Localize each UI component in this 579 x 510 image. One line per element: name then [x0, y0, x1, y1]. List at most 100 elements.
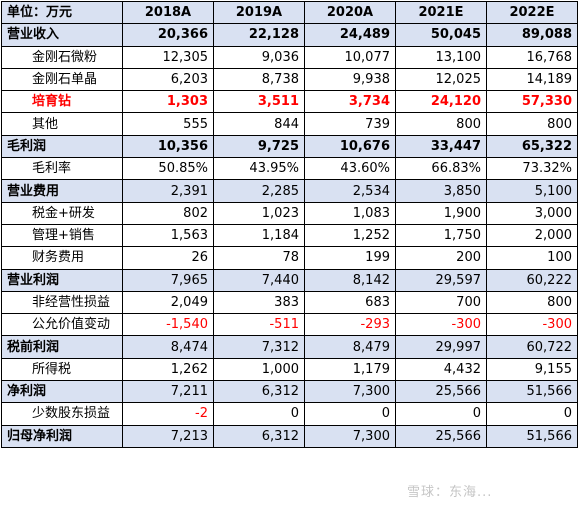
cell-value: 1,184	[213, 223, 305, 248]
table-row: 公允价值变动 -1,540 -511 -293 -300 -300	[1, 313, 578, 337]
header-row: 单位：万元 2018A 2019A 2020A 2021E 2022E	[1, 0, 578, 25]
cell-value: 78	[213, 246, 305, 270]
cell-value: 6,312	[213, 424, 305, 448]
table-row: 净利润 7,211 6,312 7,300 25,566 51,566	[1, 380, 578, 404]
row-label: 公允价值变动	[1, 313, 123, 337]
cell-value: 700	[395, 290, 487, 315]
cell-value: 3,734	[304, 90, 396, 114]
cell-value: 383	[213, 290, 305, 315]
cell-value: 2,534	[304, 179, 396, 203]
cell-value: 60,722	[486, 335, 578, 359]
cell-value: 33,447	[395, 134, 487, 159]
cell-value: 1,262	[122, 357, 214, 382]
year-header: 2020A	[304, 0, 396, 25]
cell-value: 12,025	[395, 67, 487, 92]
cell-value: 4,432	[395, 357, 487, 382]
row-label: 培育钻	[1, 90, 123, 114]
table-row: 归母净利润 7,213 6,312 7,300 25,566 51,566	[1, 424, 578, 448]
year-header: 2022E	[486, 0, 578, 25]
cell-value: 2,391	[122, 179, 214, 203]
cell-value: 100	[486, 246, 578, 270]
cell-value: 0	[486, 402, 578, 426]
cell-value: 73.32%	[486, 157, 578, 181]
cell-value: 16,768	[486, 45, 578, 69]
cell-value: 60,222	[486, 268, 578, 292]
cell-value: 8,142	[304, 268, 396, 292]
cell-value: 43.95%	[213, 157, 305, 181]
cell-value: 10,356	[122, 134, 214, 159]
cell-value: -300	[486, 313, 578, 337]
cell-value: 3,850	[395, 179, 487, 203]
cell-value: 7,440	[213, 268, 305, 292]
cell-value: 9,938	[304, 67, 396, 92]
cell-value: 7,300	[304, 380, 396, 404]
cell-value: 6,203	[122, 67, 214, 92]
row-label: 少数股东损益	[1, 402, 123, 426]
table-row: 管理+销售 1,563 1,184 1,252 1,750 2,000	[1, 223, 578, 248]
year-header: 2018A	[122, 0, 214, 25]
cell-value: 1,179	[304, 357, 396, 382]
unit-label: 单位：万元	[1, 0, 123, 25]
table-row: 财务费用 26 78 199 200 100	[1, 246, 578, 270]
cell-value: 2,000	[486, 223, 578, 248]
cell-value: 2,285	[213, 179, 305, 203]
table-row: 毛利率 50.85% 43.95% 43.60% 66.83% 73.32%	[1, 157, 578, 181]
row-label: 毛利润	[1, 134, 123, 159]
cell-value: 683	[304, 290, 396, 315]
cell-value: 12,305	[122, 45, 214, 69]
cell-value: 3,000	[486, 201, 578, 225]
cell-value: 51,566	[486, 424, 578, 448]
cell-value: 199	[304, 246, 396, 270]
cell-value: 66.83%	[395, 157, 487, 181]
row-label: 归母净利润	[1, 424, 123, 448]
cell-value: 1,900	[395, 201, 487, 225]
row-label: 金刚石微粉	[1, 45, 123, 69]
cell-value: 9,036	[213, 45, 305, 69]
cell-value: 802	[122, 201, 214, 225]
cell-value: 50.85%	[122, 157, 214, 181]
cell-value: 65,322	[486, 134, 578, 159]
cell-value: 7,312	[213, 335, 305, 359]
cell-value: 10,077	[304, 45, 396, 69]
cell-value: 22,128	[213, 23, 305, 47]
row-label: 所得税	[1, 357, 123, 382]
row-label: 财务费用	[1, 246, 123, 270]
row-label: 净利润	[1, 380, 123, 404]
cell-value: 14,189	[486, 67, 578, 92]
cell-value: 26	[122, 246, 214, 270]
row-label: 营业利润	[1, 268, 123, 292]
table-row: 税金+研发 802 1,023 1,083 1,900 3,000	[1, 201, 578, 225]
cell-value: 1,252	[304, 223, 396, 248]
table-row: 金刚石单晶 6,203 8,738 9,938 12,025 14,189	[1, 67, 578, 92]
row-label: 税前利润	[1, 335, 123, 359]
row-label: 其他	[1, 112, 123, 136]
cell-value: 2,049	[122, 290, 214, 315]
table-row: 毛利润 10,356 9,725 10,676 33,447 65,322	[1, 134, 578, 159]
cell-value: 800	[486, 112, 578, 136]
cell-value: 7,965	[122, 268, 214, 292]
cell-value: 13,100	[395, 45, 487, 69]
table-row: 少数股东损益 -2 0 0 0 0	[1, 402, 578, 426]
cell-value: 800	[395, 112, 487, 136]
table-row: 营业费用 2,391 2,285 2,534 3,850 5,100	[1, 179, 578, 203]
cell-value: -511	[213, 313, 305, 337]
watermark: 雪球：东海...	[407, 485, 493, 500]
cell-value: -2	[122, 402, 214, 426]
cell-value: 89,088	[486, 23, 578, 47]
cell-value: 1,303	[122, 90, 214, 114]
cell-value: 1,000	[213, 357, 305, 382]
cell-value: 8,479	[304, 335, 396, 359]
table-row: 税前利润 8,474 7,312 8,479 29,997 60,722	[1, 335, 578, 359]
cell-value: 50,045	[395, 23, 487, 47]
cell-value: 3,511	[213, 90, 305, 114]
table-row: 所得税 1,262 1,000 1,179 4,432 9,155	[1, 357, 578, 382]
cell-value: 1,750	[395, 223, 487, 248]
cell-value: 9,725	[213, 134, 305, 159]
cell-value: 8,474	[122, 335, 214, 359]
row-label: 营业费用	[1, 179, 123, 203]
row-label: 营业收入	[1, 23, 123, 47]
cell-value: 1,023	[213, 201, 305, 225]
cell-value: 7,300	[304, 424, 396, 448]
cell-value: 25,566	[395, 424, 487, 448]
cell-value: -1,540	[122, 313, 214, 337]
